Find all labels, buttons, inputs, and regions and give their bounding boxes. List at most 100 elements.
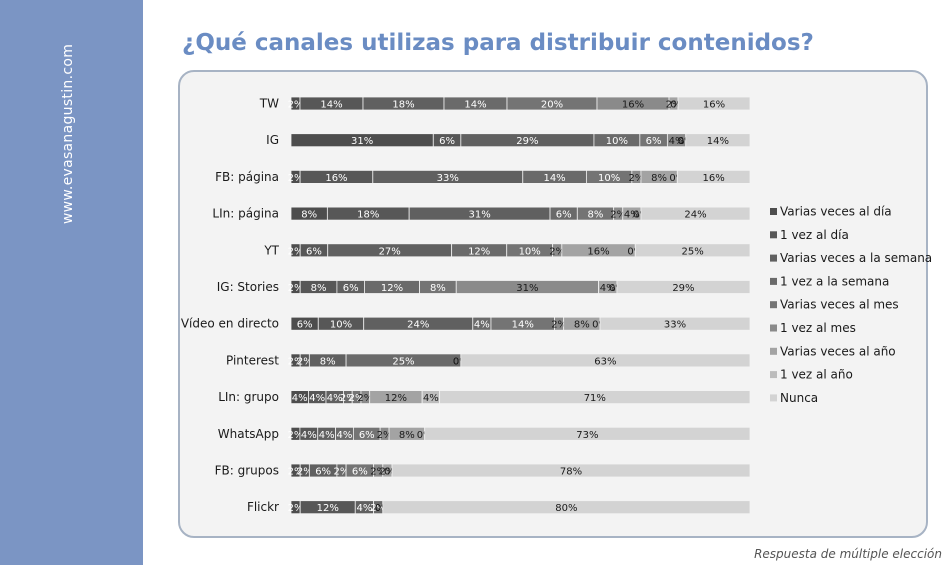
data-label: 31% [351, 136, 373, 147]
data-label: 6% [359, 430, 375, 441]
data-label: 14% [543, 173, 565, 184]
category-label: FB: grupos [215, 464, 279, 478]
data-label: 4% [301, 430, 317, 441]
data-label: 2% [628, 173, 644, 184]
data-label: 4% [357, 503, 373, 514]
data-label: 4% [624, 210, 640, 221]
data-label: 4% [292, 393, 308, 404]
data-label: 4% [309, 393, 325, 404]
data-label: 2% [549, 246, 565, 257]
data-label: 12% [381, 283, 403, 294]
legend-label: 1 vez al día [780, 228, 849, 242]
data-label: 31% [516, 283, 538, 294]
category-label: IG: Stories [217, 280, 279, 294]
data-label: 73% [576, 430, 598, 441]
data-label: 4% [337, 430, 353, 441]
category-label: FB: página [215, 170, 279, 184]
data-label: 8% [320, 356, 336, 367]
data-label: 16% [325, 173, 347, 184]
legend-label: Varias veces al día [780, 205, 892, 219]
legend-label: 1 vez a la semana [780, 274, 889, 288]
data-label: 2% [288, 356, 304, 367]
data-label: 4% [600, 283, 616, 294]
data-label: 6% [439, 136, 455, 147]
data-label: 6% [343, 283, 359, 294]
data-label: 2% [288, 100, 304, 111]
legend-label: Varias veces al año [780, 344, 896, 358]
data-label: 33% [664, 320, 686, 331]
data-label: 12% [468, 246, 490, 257]
side-strip: www.evasanagustin.com [0, 0, 143, 565]
data-label: 8% [399, 430, 415, 441]
legend-swatch [770, 301, 777, 309]
data-label: 16% [622, 100, 644, 111]
data-label: 16% [703, 173, 725, 184]
bar-segment [460, 353, 751, 368]
data-label: 2% [666, 100, 682, 111]
page-title: ¿Qué canales utilizas para distribuir co… [182, 30, 814, 56]
legend-swatch [770, 254, 777, 262]
category-label: Flickr [247, 500, 279, 514]
data-label: 8% [311, 283, 327, 294]
bar-segment [391, 463, 751, 478]
data-label: 25% [392, 356, 414, 367]
data-label: 2% [379, 467, 395, 478]
legend-swatch [770, 324, 777, 332]
legend-swatch [770, 347, 777, 355]
data-label: 16% [703, 100, 725, 111]
data-label: 10% [606, 136, 628, 147]
data-label: 2% [551, 320, 567, 331]
data-label: 2% [288, 503, 304, 514]
data-label: 6% [352, 467, 368, 478]
chart-panel [178, 70, 928, 538]
bar-segment [677, 96, 751, 111]
data-label: 2% [288, 283, 304, 294]
data-label: 14% [320, 100, 342, 111]
legend-swatch [770, 371, 777, 379]
category-label: TW [259, 97, 279, 111]
data-label: 6% [646, 136, 662, 147]
data-label: 4% [319, 430, 335, 441]
data-label: 2% [370, 467, 386, 478]
data-label: 8% [651, 173, 667, 184]
data-label: 2% [288, 173, 304, 184]
legend-swatch [770, 231, 777, 239]
data-label: 8% [588, 210, 604, 221]
bar-segment [382, 500, 751, 515]
footnote: Respuesta de múltiple elección [754, 547, 942, 561]
data-label: 29% [516, 136, 538, 147]
data-label: 6% [306, 246, 322, 257]
category-label: Vídeo en directo [181, 317, 279, 331]
data-label: 10% [519, 246, 541, 257]
data-label: 2% [288, 430, 304, 441]
data-label: 25% [682, 246, 704, 257]
data-label: 2% [349, 393, 365, 404]
bar-segment [676, 169, 751, 184]
data-label: 71% [584, 393, 606, 404]
data-label: 6% [556, 210, 572, 221]
legend-label: Nunca [780, 391, 818, 405]
data-label: 2% [334, 467, 350, 478]
data-label: 27% [379, 246, 401, 257]
data-label: 14% [512, 320, 534, 331]
legend-swatch [770, 208, 777, 215]
data-label: 8% [430, 283, 446, 294]
data-label: 4% [327, 393, 343, 404]
category-label: IG [266, 133, 279, 147]
bar-segment [634, 243, 751, 258]
data-label: 14% [707, 136, 729, 147]
data-label: 8% [301, 210, 317, 221]
data-label: 80% [555, 503, 577, 514]
data-label: 10% [598, 173, 620, 184]
data-label: 2% [610, 210, 626, 221]
data-label: 16% [587, 246, 609, 257]
data-label: 6% [315, 467, 331, 478]
bar-segment [640, 206, 751, 221]
legend-label: 1 vez al año [780, 368, 853, 382]
data-label: 2% [297, 356, 313, 367]
data-label: 6% [297, 320, 313, 331]
data-label: 18% [357, 210, 379, 221]
data-label: 12% [385, 393, 407, 404]
legend-label: Varias veces al mes [780, 298, 899, 312]
